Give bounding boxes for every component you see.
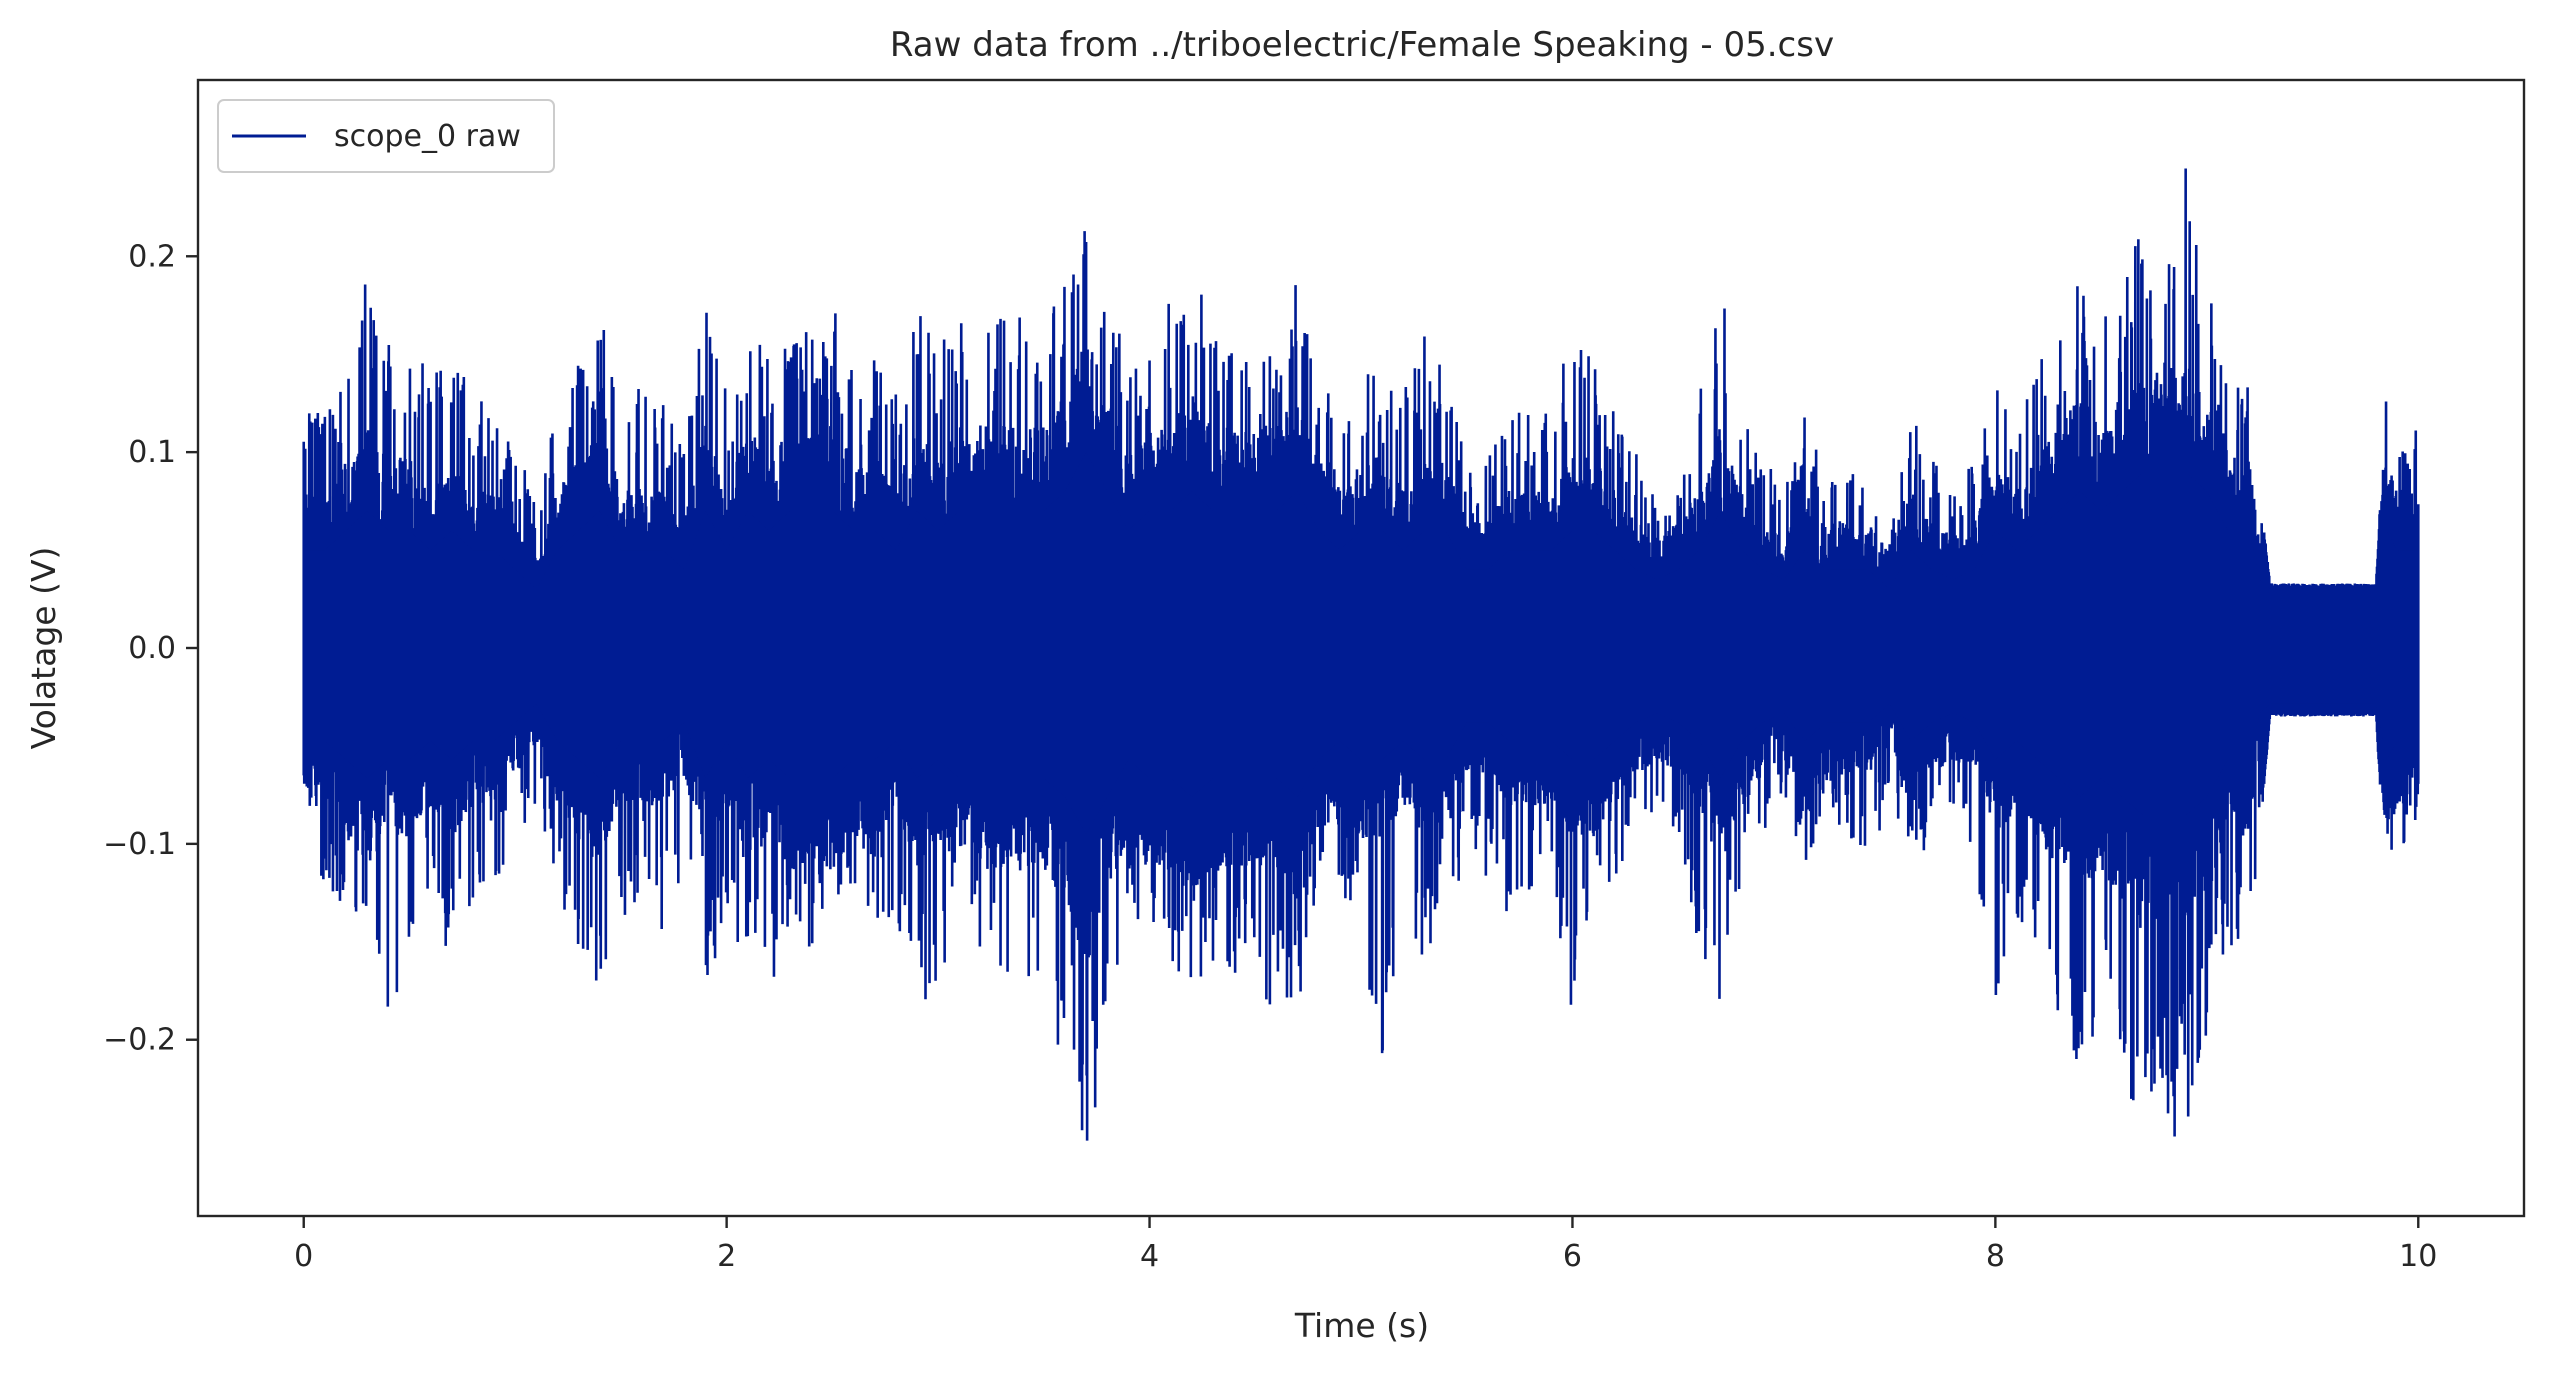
y-tick-label: 0.0 bbox=[128, 631, 176, 666]
plot-area bbox=[302, 168, 2420, 1141]
legend-box bbox=[217, 99, 555, 173]
y-tick-label: 0.2 bbox=[128, 239, 176, 274]
x-tick-label: 8 bbox=[1986, 1239, 2005, 1274]
x-axis-label: Time (s) bbox=[1294, 1306, 1429, 1345]
chart-title: Raw data from ../triboelectric/Female Sp… bbox=[890, 25, 1834, 65]
y-axis: 0.2 0.1 0.0 −0.1 −0.2 bbox=[103, 239, 198, 1058]
x-tick-label: 0 bbox=[294, 1239, 313, 1274]
x-tick-label: 10 bbox=[2399, 1239, 2437, 1274]
y-tick-label: −0.2 bbox=[103, 1023, 176, 1058]
legend: scope_0 raw bbox=[217, 99, 555, 173]
series-layer bbox=[302, 168, 2420, 1141]
x-axis: 0 2 4 6 8 10 bbox=[294, 1216, 2437, 1274]
x-tick-label: 2 bbox=[717, 1239, 736, 1274]
legend-label: scope_0 raw bbox=[334, 119, 521, 154]
x-tick-label: 6 bbox=[1563, 1239, 1582, 1274]
y-tick-label: 0.1 bbox=[128, 435, 176, 470]
series-core-band bbox=[303, 452, 2419, 835]
y-tick-label: −0.1 bbox=[103, 827, 176, 862]
y-axis-label: Volatage (V) bbox=[24, 547, 63, 750]
x-tick-label: 4 bbox=[1140, 1239, 1159, 1274]
